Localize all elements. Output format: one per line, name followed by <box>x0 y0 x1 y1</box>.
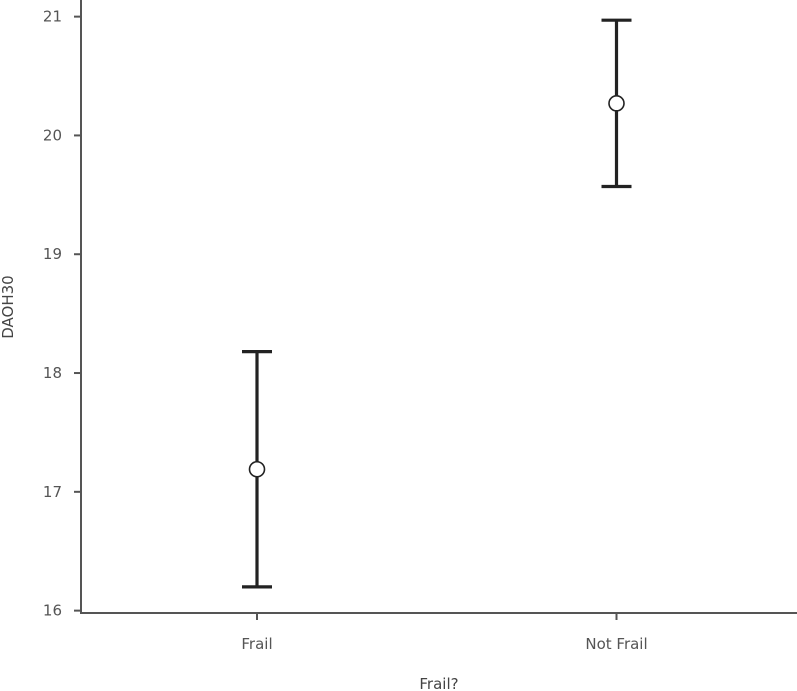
mean-point <box>248 460 266 478</box>
y-tick-label: 21 <box>43 8 62 26</box>
mean-point <box>608 95 625 112</box>
x-tick-label: Not Frail <box>585 635 647 653</box>
y-tick-label: 18 <box>43 364 62 382</box>
y-axis-title: DAOH30 <box>0 275 17 338</box>
plot-marks <box>242 18 632 589</box>
y-axis-ticks: 16 17 18 19 20 21 <box>43 8 81 620</box>
x-axis-title: Frail? <box>419 675 458 691</box>
y-tick-label: 17 <box>43 483 62 501</box>
x-tick-label: Frail <box>241 635 272 653</box>
x-axis-ticks: Frail Not Frail <box>241 613 648 653</box>
y-tick-label: 19 <box>43 245 62 263</box>
y-tick-label: 20 <box>43 126 62 144</box>
y-tick-label: 16 <box>43 602 62 620</box>
